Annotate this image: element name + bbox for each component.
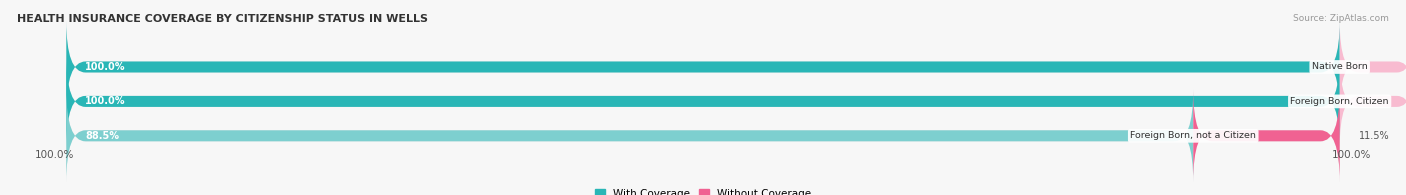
- FancyBboxPatch shape: [66, 21, 1340, 113]
- Text: 100.0%: 100.0%: [86, 96, 127, 106]
- Text: 100.0%: 100.0%: [86, 62, 127, 72]
- Text: Foreign Born, Citizen: Foreign Born, Citizen: [1291, 97, 1389, 106]
- Text: Source: ZipAtlas.com: Source: ZipAtlas.com: [1294, 14, 1389, 23]
- Legend: With Coverage, Without Coverage: With Coverage, Without Coverage: [595, 189, 811, 195]
- FancyBboxPatch shape: [66, 21, 1340, 113]
- FancyBboxPatch shape: [66, 55, 1340, 147]
- Text: 11.5%: 11.5%: [1358, 131, 1389, 141]
- Text: 100.0%: 100.0%: [1331, 150, 1371, 160]
- FancyBboxPatch shape: [66, 90, 1194, 182]
- Text: 100.0%: 100.0%: [35, 150, 75, 160]
- Text: 88.5%: 88.5%: [86, 131, 120, 141]
- FancyBboxPatch shape: [1194, 90, 1340, 182]
- FancyBboxPatch shape: [1340, 55, 1406, 147]
- Text: HEALTH INSURANCE COVERAGE BY CITIZENSHIP STATUS IN WELLS: HEALTH INSURANCE COVERAGE BY CITIZENSHIP…: [17, 14, 427, 24]
- Text: Foreign Born, not a Citizen: Foreign Born, not a Citizen: [1130, 131, 1256, 140]
- FancyBboxPatch shape: [1340, 21, 1406, 113]
- Text: Native Born: Native Born: [1312, 62, 1368, 72]
- FancyBboxPatch shape: [66, 90, 1340, 182]
- FancyBboxPatch shape: [66, 55, 1340, 147]
